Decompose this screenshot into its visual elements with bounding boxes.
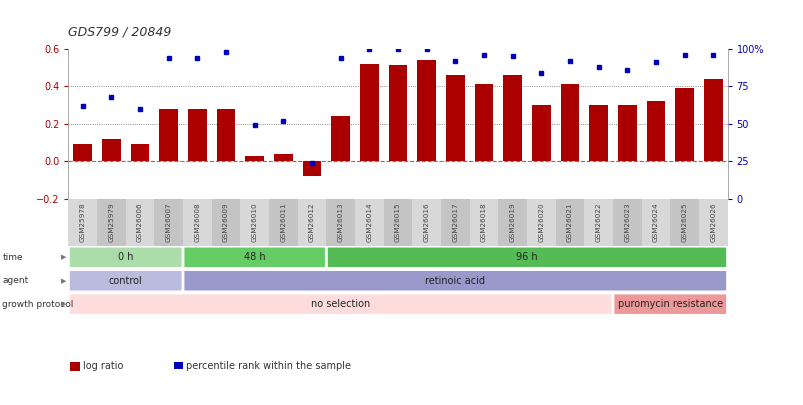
Bar <box>216 109 235 161</box>
Bar <box>474 84 493 161</box>
Bar <box>641 199 670 245</box>
FancyBboxPatch shape <box>184 247 325 268</box>
Text: GSM26011: GSM26011 <box>280 202 286 242</box>
Bar <box>417 60 435 161</box>
Text: GSM26017: GSM26017 <box>452 202 458 242</box>
Bar <box>125 199 154 245</box>
Bar <box>698 199 727 245</box>
Bar <box>703 79 722 161</box>
Text: GSM26026: GSM26026 <box>709 202 715 242</box>
Bar <box>618 105 636 161</box>
Bar <box>670 199 698 245</box>
FancyBboxPatch shape <box>69 294 611 315</box>
Bar <box>498 199 526 245</box>
Text: 48 h: 48 h <box>243 252 265 262</box>
Bar <box>526 199 555 245</box>
Text: ▶: ▶ <box>60 278 66 284</box>
Bar <box>555 199 584 245</box>
Text: GSM26022: GSM26022 <box>595 202 601 242</box>
Text: GSM26008: GSM26008 <box>194 202 200 242</box>
Bar <box>383 199 412 245</box>
Text: GSM25978: GSM25978 <box>79 202 86 242</box>
Text: control: control <box>108 276 142 286</box>
Text: puromycin resistance: puromycin resistance <box>617 299 722 309</box>
Text: GSM26009: GSM26009 <box>222 202 229 242</box>
Text: GSM26010: GSM26010 <box>251 202 257 242</box>
Text: retinoic acid: retinoic acid <box>425 276 485 286</box>
Text: GSM26013: GSM26013 <box>337 202 343 242</box>
Bar <box>97 199 125 245</box>
Bar <box>331 116 349 161</box>
Bar <box>297 199 326 245</box>
Bar <box>503 75 521 161</box>
Bar <box>326 199 355 245</box>
Text: GSM26020: GSM26020 <box>538 202 544 242</box>
Bar <box>360 64 378 161</box>
Text: 96 h: 96 h <box>516 252 537 262</box>
Bar <box>302 161 321 176</box>
Text: no selection: no selection <box>311 299 370 309</box>
Text: log ratio: log ratio <box>83 361 123 371</box>
Text: percentile rank within the sample: percentile rank within the sample <box>185 361 350 371</box>
Text: GSM26014: GSM26014 <box>366 202 372 242</box>
Text: GSM26007: GSM26007 <box>165 202 172 242</box>
Bar <box>675 88 693 161</box>
Text: GSM26006: GSM26006 <box>137 202 143 242</box>
Bar <box>612 199 641 245</box>
Text: GSM26016: GSM26016 <box>423 202 429 242</box>
Bar <box>646 101 664 161</box>
Bar <box>131 144 149 161</box>
Bar <box>388 66 407 161</box>
Bar <box>469 199 498 245</box>
Text: time: time <box>2 253 23 262</box>
Text: GSM26018: GSM26018 <box>480 202 487 242</box>
Text: GSM26024: GSM26024 <box>652 202 658 242</box>
Bar <box>274 153 292 161</box>
Bar <box>154 199 183 245</box>
Bar <box>589 105 607 161</box>
Bar <box>584 199 612 245</box>
Bar <box>211 199 240 245</box>
Bar <box>73 144 92 161</box>
Bar <box>240 199 269 245</box>
Text: GSM26023: GSM26023 <box>623 202 630 242</box>
Bar <box>355 199 383 245</box>
Bar <box>269 199 297 245</box>
Text: GSM26021: GSM26021 <box>566 202 573 242</box>
Text: GSM26012: GSM26012 <box>308 202 315 242</box>
Bar <box>560 84 578 161</box>
Bar <box>102 139 120 161</box>
Text: GDS799 / 20849: GDS799 / 20849 <box>68 26 172 38</box>
Bar <box>412 199 440 245</box>
Text: agent: agent <box>2 276 29 285</box>
Bar <box>245 156 263 161</box>
Bar <box>532 105 550 161</box>
Text: ▶: ▶ <box>60 254 66 260</box>
FancyBboxPatch shape <box>327 247 726 268</box>
Bar <box>188 109 206 161</box>
FancyBboxPatch shape <box>184 271 726 291</box>
Bar <box>183 199 211 245</box>
Bar <box>446 75 464 161</box>
FancyBboxPatch shape <box>613 294 726 315</box>
Text: ▶: ▶ <box>60 301 66 307</box>
Text: GSM25979: GSM25979 <box>108 202 114 242</box>
FancyBboxPatch shape <box>69 247 182 268</box>
Bar <box>159 109 177 161</box>
Text: GSM26015: GSM26015 <box>394 202 401 242</box>
FancyBboxPatch shape <box>69 271 182 291</box>
Text: 0 h: 0 h <box>118 252 133 262</box>
Text: GSM26025: GSM26025 <box>681 202 687 242</box>
Bar <box>440 199 469 245</box>
Bar <box>68 199 97 245</box>
Text: growth protocol: growth protocol <box>2 300 74 309</box>
Text: GSM26019: GSM26019 <box>509 202 515 242</box>
